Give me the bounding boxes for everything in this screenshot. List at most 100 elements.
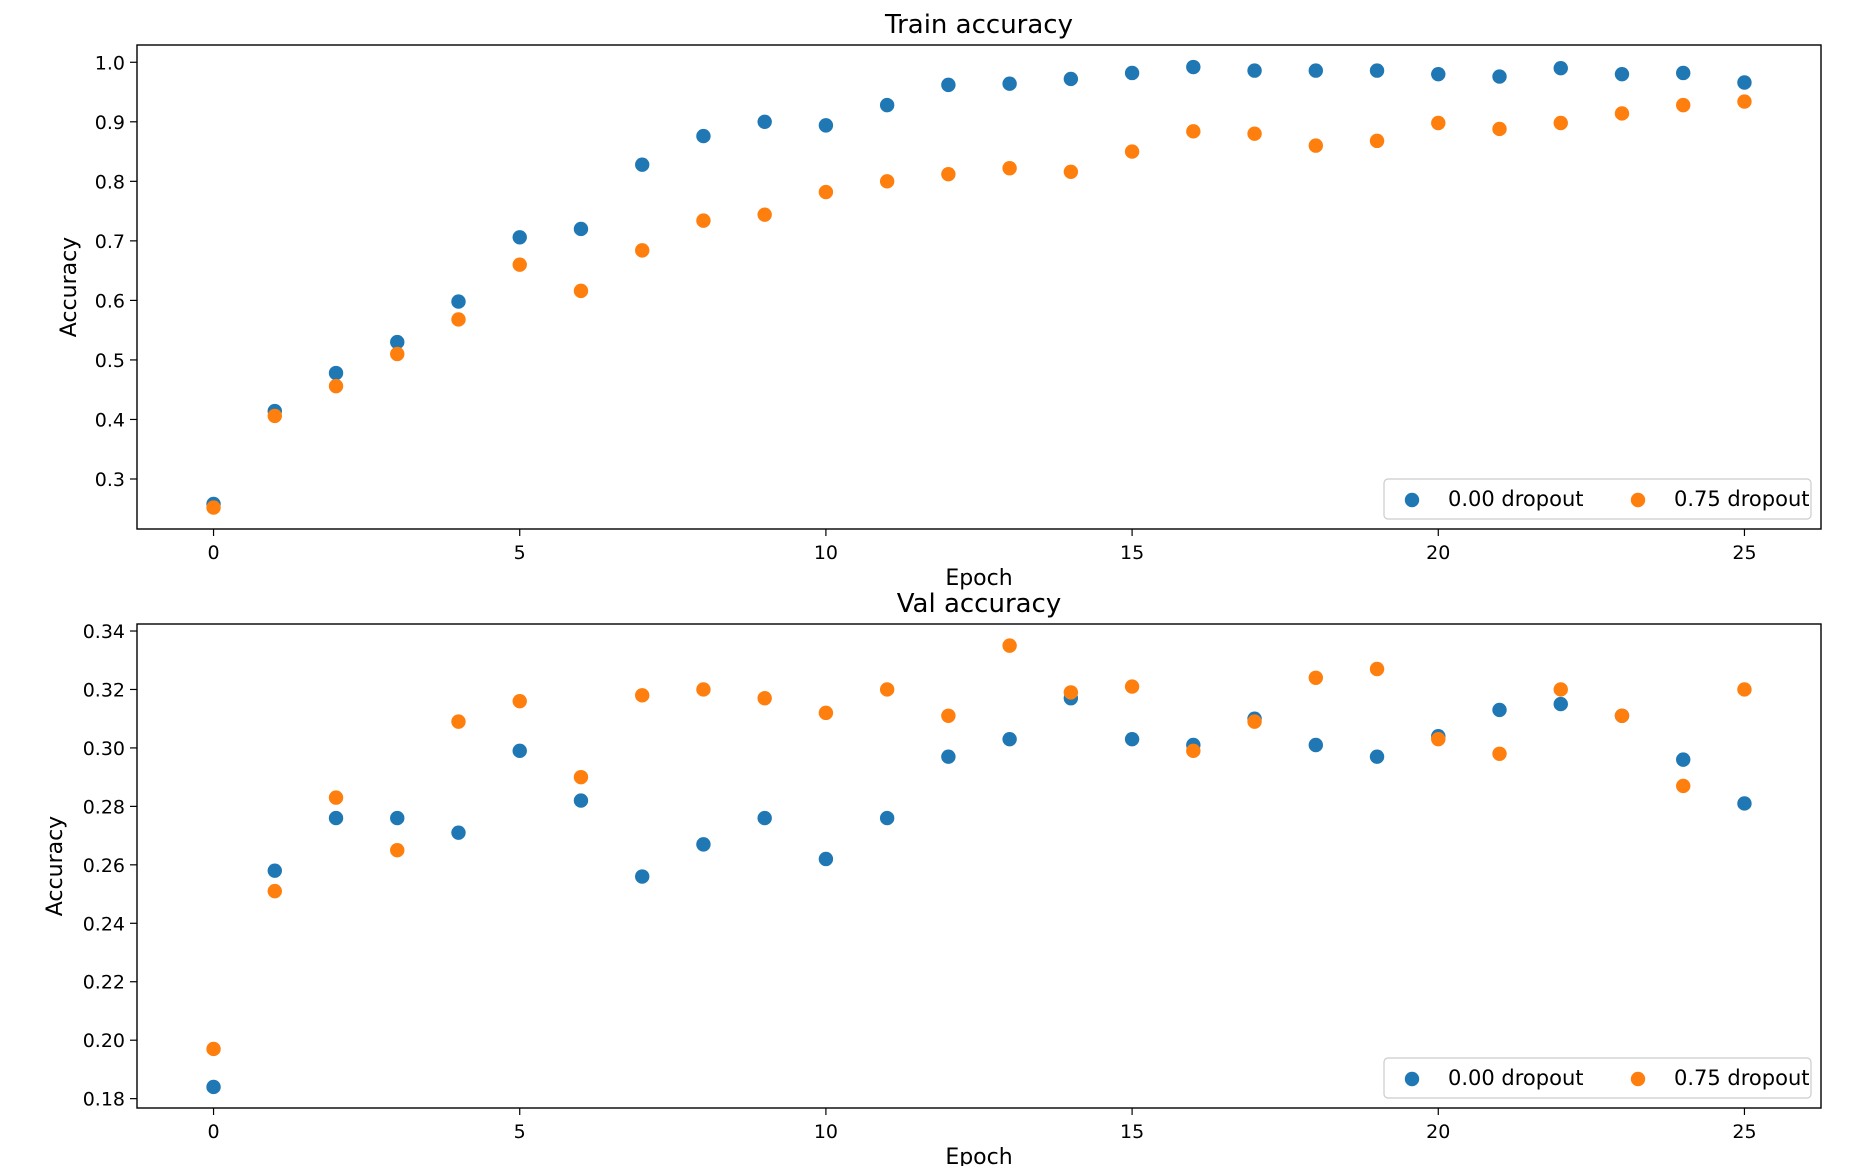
data-point: [696, 837, 711, 852]
x-tick-label: 25: [1732, 542, 1756, 564]
data-point: [1247, 126, 1262, 141]
data-point: [206, 1041, 221, 1057]
x-tick-label: 15: [1120, 542, 1144, 564]
data-point: [1369, 63, 1385, 78]
data-point: [696, 213, 711, 228]
data-point: [1124, 731, 1140, 747]
data-point: [1676, 778, 1691, 794]
x-tick-label: 0: [207, 542, 219, 564]
x-axis-label: Epoch: [945, 1145, 1012, 1166]
data-point: [1308, 138, 1324, 153]
data-point: [635, 157, 650, 172]
data-point: [1308, 737, 1324, 753]
y-tick-label: 0.4: [95, 409, 125, 431]
data-point: [1247, 714, 1262, 729]
data-point: [1614, 106, 1630, 121]
data-point: [1492, 121, 1507, 137]
x-tick-label: 10: [814, 1121, 838, 1143]
data-point: [1676, 752, 1691, 767]
data-point: [1002, 731, 1017, 747]
series-0: [206, 691, 1752, 1095]
data-point: [390, 346, 405, 362]
y-tick-label: 0.24: [83, 913, 125, 935]
data-point: [1614, 66, 1630, 82]
x-tick-label: 20: [1426, 1121, 1450, 1143]
data-point: [573, 769, 589, 785]
data-point: [206, 500, 221, 515]
data-point: [635, 688, 650, 703]
data-point: [1431, 115, 1446, 131]
legend: 0.00 dropout 0.75 dropout: [1383, 478, 1812, 520]
data-point: [879, 97, 895, 113]
legend-label: 0.75 dropout: [1674, 487, 1810, 511]
data-point: [267, 408, 282, 424]
axes-frame: [136, 44, 1822, 530]
legend-frame: [1383, 478, 1812, 520]
series-1: [206, 94, 1752, 515]
data-point: [757, 810, 772, 826]
data-point: [941, 77, 956, 93]
y-tick-label: 0.20: [83, 1030, 125, 1052]
data-point: [267, 883, 282, 899]
data-point: [512, 743, 527, 759]
legend-marker: [1404, 1071, 1420, 1087]
y-tick-label: 0.3: [95, 469, 125, 491]
y-axis-label: Accuracy: [57, 237, 82, 337]
data-point: [879, 174, 895, 189]
y-tick-label: 0.34: [83, 621, 125, 643]
data-point: [512, 230, 527, 245]
data-point: [1737, 75, 1752, 90]
data-point: [696, 128, 711, 144]
data-point: [635, 869, 650, 884]
x-tick-label: 25: [1732, 1121, 1756, 1143]
data-point: [390, 843, 405, 858]
y-tick-label: 0.28: [83, 796, 125, 818]
data-point: [1369, 133, 1385, 149]
y-tick-label: 0.22: [83, 972, 125, 994]
data-point: [1124, 679, 1140, 694]
data-point: [941, 749, 956, 764]
legend-marker: [1630, 1071, 1646, 1087]
data-point: [1553, 682, 1568, 697]
data-point: [1063, 164, 1079, 180]
y-tick-label: 0.18: [83, 1089, 125, 1111]
data-point: [512, 693, 527, 709]
data-point: [1553, 696, 1568, 712]
data-point: [328, 810, 344, 826]
data-point: [451, 714, 466, 729]
data-point: [1737, 682, 1752, 697]
data-point: [1431, 66, 1446, 82]
data-point: [818, 184, 834, 200]
chart-1: Val accuracy 0 5 10 15 20 25 0.18 0.20 0.22 0.24 0.…: [43, 589, 1822, 1166]
data-point: [1676, 97, 1691, 113]
data-point: [1002, 76, 1017, 91]
data-point: [390, 810, 405, 826]
data-point: [1737, 796, 1752, 811]
y-tick-label: 0.8: [95, 171, 125, 193]
data-point: [818, 118, 834, 133]
x-tick-label: 0: [207, 1121, 219, 1143]
legend: 0.00 dropout 0.75 dropout: [1383, 1057, 1812, 1099]
y-tick-label: 0.7: [95, 231, 125, 253]
legend-label: 0.00 dropout: [1448, 487, 1584, 511]
data-point: [573, 793, 589, 808]
data-point: [1369, 661, 1385, 677]
data-point: [818, 851, 834, 867]
data-point: [696, 682, 711, 697]
chart-0: Train accuracy 0 5 10 15 20 25 0.3 0.4 0.5 0.6 0.7 0…: [57, 10, 1822, 591]
data-point: [1002, 161, 1017, 176]
data-point: [328, 378, 344, 394]
data-point: [267, 863, 282, 878]
y-tick-label: 0.26: [83, 855, 125, 877]
data-point: [1492, 69, 1507, 84]
x-tick-label: 5: [514, 542, 526, 564]
y-tick-label: 0.32: [83, 679, 125, 701]
data-point: [1186, 59, 1201, 75]
y-tick-label: 1.0: [95, 52, 125, 74]
data-point: [1553, 61, 1568, 76]
data-point: [1247, 63, 1262, 78]
data-point: [451, 294, 466, 309]
data-point: [206, 1079, 221, 1095]
chart-title: Train accuracy: [884, 10, 1073, 40]
x-tick-label: 10: [814, 542, 838, 564]
